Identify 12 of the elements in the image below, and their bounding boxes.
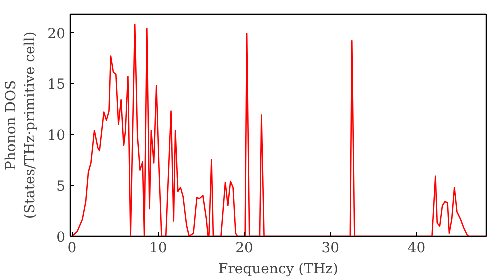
y-tick-label: 5 (56, 179, 66, 196)
x-tick-label: 0 (68, 240, 77, 256)
x-tick-label: 40 (408, 240, 426, 256)
y-tick-label: 0 (56, 230, 66, 246)
x-tick-label: 30 (322, 240, 340, 256)
y-axis-title: Phonon DOS (States/THz·primitive cell) (3, 32, 39, 220)
y-tick-label: 10 (48, 128, 66, 144)
x-axis-title: Frequency (THz) (218, 262, 339, 278)
y-tick-label: 20 (48, 26, 66, 42)
y-tick-label: 15 (48, 77, 66, 94)
x-tick-label: 20 (236, 240, 254, 256)
x-tick-label: 10 (149, 240, 168, 256)
